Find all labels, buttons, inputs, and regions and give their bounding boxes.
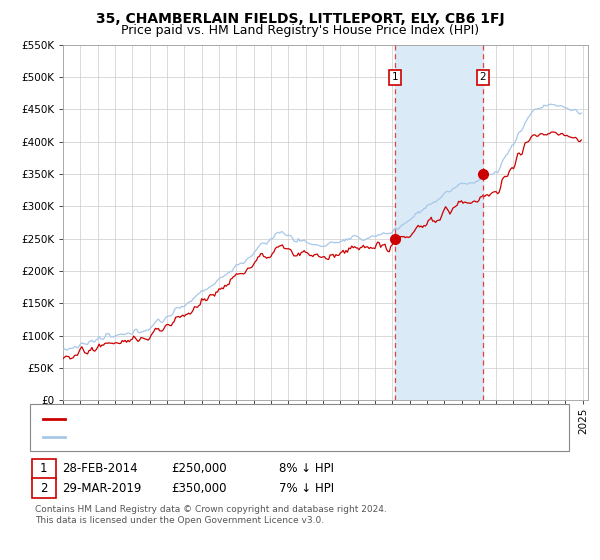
Text: 1: 1 [391,72,398,82]
Text: 28-FEB-2014: 28-FEB-2014 [62,462,138,475]
Text: Price paid vs. HM Land Registry's House Price Index (HPI): Price paid vs. HM Land Registry's House … [121,24,479,37]
Text: 29-MAR-2019: 29-MAR-2019 [62,482,142,495]
Text: 35, CHAMBERLAIN FIELDS, LITTLEPORT, ELY, CB6 1FJ (detached house): 35, CHAMBERLAIN FIELDS, LITTLEPORT, ELY,… [69,414,463,423]
Text: HPI: Average price, detached house, East Cambridgeshire: HPI: Average price, detached house, East… [69,432,392,441]
Text: 7% ↓ HPI: 7% ↓ HPI [279,482,334,495]
Text: £350,000: £350,000 [171,482,227,495]
Text: £250,000: £250,000 [171,462,227,475]
Text: Contains HM Land Registry data © Crown copyright and database right 2024.
This d: Contains HM Land Registry data © Crown c… [35,505,386,525]
Text: 8% ↓ HPI: 8% ↓ HPI [279,462,334,475]
Text: 2: 2 [40,482,47,495]
Text: 2: 2 [479,72,487,82]
Text: 35, CHAMBERLAIN FIELDS, LITTLEPORT, ELY, CB6 1FJ: 35, CHAMBERLAIN FIELDS, LITTLEPORT, ELY,… [95,12,505,26]
Text: 1: 1 [40,462,47,475]
Bar [395,45,483,400]
